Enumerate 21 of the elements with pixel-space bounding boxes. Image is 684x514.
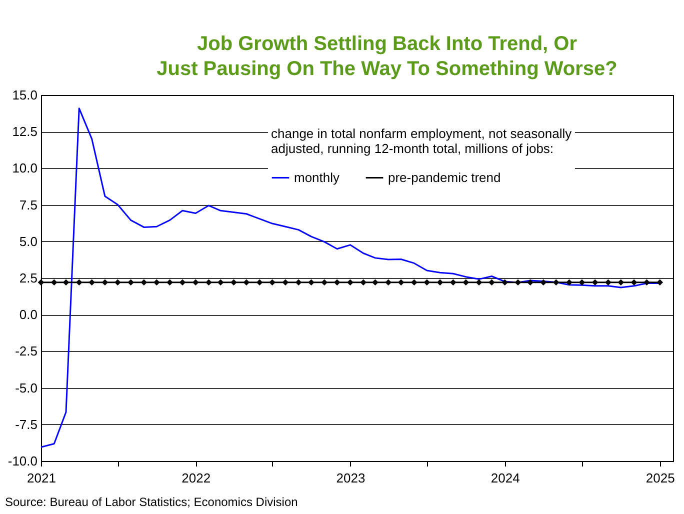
chart-title: Job Growth Settling Back Into Trend, Or Just Pausing On The Way To Something Worse? — [156, 33, 618, 80]
y-tick-label: 10.0 — [12, 160, 38, 176]
y-tick-label: 15.0 — [12, 88, 38, 102]
y-tick-label: 0.0 — [19, 307, 38, 322]
y-tick-label: 5.0 — [19, 234, 38, 249]
y-tick-label: -5.0 — [15, 380, 38, 396]
source-note: Source: Bureau of Labor Statistics; Economics Division — [5, 495, 298, 509]
legend-title: change in total nonfarm employment, not seasonally adjusted, running 12-month total, millions of jobs: — [271, 126, 572, 156]
y-tick-label: -10.0 — [8, 454, 38, 468]
y-tick-label: 7.5 — [19, 197, 38, 212]
y-tick-label: -2.5 — [15, 344, 38, 359]
x-tick-label: 2022 — [182, 470, 211, 486]
x-tick-label: 2023 — [336, 470, 366, 486]
legend-label: monthly — [294, 170, 340, 185]
y-tick-label: -7.5 — [15, 416, 38, 432]
x-tick-label: 2024 — [490, 470, 520, 486]
x-tick-label: 2021 — [27, 470, 56, 486]
y-tick-label: 2.5 — [19, 270, 38, 286]
x-tick-label: 2025 — [646, 470, 675, 486]
y-tick-label: 12.5 — [12, 124, 38, 140]
legend-label: pre-pandemic trend — [388, 170, 501, 185]
